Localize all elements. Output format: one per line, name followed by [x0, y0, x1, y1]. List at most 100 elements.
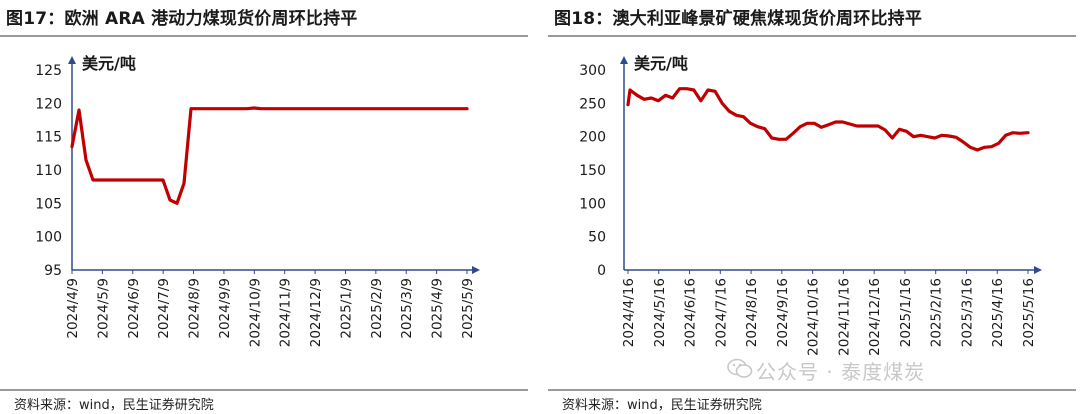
- data-point: [912, 135, 915, 138]
- x-tick-label: 2024/5/9: [95, 278, 111, 339]
- data-point: [1011, 131, 1014, 134]
- data-point: [763, 127, 766, 130]
- data-point: [105, 178, 109, 182]
- data-point: [182, 182, 186, 185]
- footer-divider: [0, 389, 528, 391]
- data-point: [119, 178, 123, 182]
- data-point: [70, 145, 74, 148]
- data-point: [869, 124, 873, 128]
- x-tick-label: 2024/6/16: [683, 278, 699, 347]
- data-point: [685, 87, 688, 90]
- x-tick-label: 2024/11/9: [278, 278, 294, 347]
- data-point: [441, 107, 445, 110]
- x-tick-label: 2025/5/16: [1021, 278, 1037, 347]
- y-tick-label: 105: [35, 196, 62, 212]
- data-point: [756, 125, 759, 128]
- data-point: [427, 107, 431, 110]
- data-point: [378, 107, 382, 110]
- y-tick-label: 110: [35, 163, 62, 179]
- data-point: [650, 96, 653, 100]
- data-point: [455, 107, 459, 110]
- data-point: [1004, 134, 1007, 137]
- source-note: 资料来源：wind，民生证券研究院: [562, 398, 762, 413]
- x-tick-label: 2024/10/16: [806, 278, 822, 356]
- line-chart-peak-downs-coking-coal: 美元/吨 0 50 100 150 200 250 300 2024/4/16 2024/5/16…: [579, 54, 1042, 356]
- data-point: [713, 90, 717, 93]
- data-point: [399, 107, 403, 110]
- x-tick-label: 2025/3/16: [959, 278, 975, 347]
- data-point: [140, 178, 144, 182]
- data-point: [848, 122, 851, 126]
- data-point: [983, 146, 986, 149]
- data-point: [671, 96, 674, 100]
- x-tick-label: 2025/1/9: [338, 278, 354, 339]
- x-tick-label: 2024/7/16: [713, 278, 729, 347]
- data-point: [728, 110, 731, 113]
- data-point: [643, 98, 646, 101]
- data-point: [357, 107, 361, 110]
- data-point: [770, 136, 773, 140]
- title-divider: [548, 35, 1076, 37]
- data-point: [876, 124, 880, 128]
- data-point: [919, 134, 922, 137]
- data-point: [287, 107, 291, 110]
- data-point: [322, 107, 326, 110]
- title-divider: [0, 35, 528, 37]
- x-tick-label: 2024/7/9: [156, 278, 172, 339]
- data-point: [827, 123, 830, 126]
- data-point: [196, 107, 200, 110]
- data-point: [699, 99, 703, 102]
- data-point: [990, 145, 993, 148]
- x-axis-arrow: [1034, 266, 1042, 274]
- x-tick-label: 2024/9/16: [775, 278, 791, 347]
- x-tick-label: 2025/1/16: [898, 278, 914, 347]
- x-tick-label: 2025/5/9: [460, 278, 476, 339]
- data-point: [841, 120, 844, 124]
- data-point: [161, 178, 165, 182]
- y-tick-label: 250: [579, 96, 606, 112]
- data-point: [962, 140, 965, 144]
- x-tick-label: 2024/9/9: [217, 278, 233, 339]
- data-point: [126, 178, 130, 182]
- x-tick-label: 2024/12/9: [308, 278, 324, 347]
- data-point: [898, 128, 901, 131]
- data-point: [706, 88, 710, 92]
- data-point: [721, 102, 724, 105]
- data-point: [98, 178, 102, 182]
- x-tick-label: 2024/11/16: [836, 278, 852, 356]
- data-point: [168, 198, 172, 202]
- data-point: [224, 107, 228, 110]
- data-point: [940, 134, 944, 137]
- y-tick-label: 95: [44, 263, 62, 279]
- data-point: [294, 107, 298, 110]
- data-point: [77, 108, 81, 112]
- data-point: [371, 107, 375, 110]
- y-tick-label: 0: [597, 263, 606, 279]
- data-point: [329, 107, 333, 110]
- data-point: [343, 107, 347, 110]
- data-point: [997, 142, 1000, 145]
- data-point: [749, 122, 752, 125]
- line-chart-ara-coal: 美元/吨 95 100 105 110 115 120 125 2024/4/9 2024/5/9…: [35, 54, 480, 347]
- data-point: [834, 120, 837, 124]
- data-point: [462, 107, 466, 110]
- data-point: [465, 107, 469, 110]
- chart-title: 图17：欧洲 ARA 港动力煤现货价周环比持平: [6, 9, 358, 29]
- y-tick-label: 100: [35, 230, 62, 246]
- data-point: [217, 107, 221, 110]
- chart-title: 图18：澳大利亚峰景矿硬焦煤现货价周环比持平: [554, 9, 923, 29]
- data-point: [657, 99, 660, 102]
- data-point: [84, 158, 88, 162]
- data-point: [315, 107, 319, 110]
- data-point: [954, 136, 958, 139]
- data-point: [364, 107, 368, 110]
- data-point: [976, 148, 979, 152]
- data-point: [266, 107, 270, 110]
- data-point: [133, 178, 137, 182]
- data-point: [820, 126, 823, 129]
- x-tick-label: 2025/2/16: [929, 278, 945, 347]
- data-point: [905, 130, 908, 133]
- x-tick-label: 2024/8/16: [744, 278, 760, 347]
- data-point: [1026, 131, 1030, 134]
- x-tick-label: 2024/8/9: [187, 278, 203, 339]
